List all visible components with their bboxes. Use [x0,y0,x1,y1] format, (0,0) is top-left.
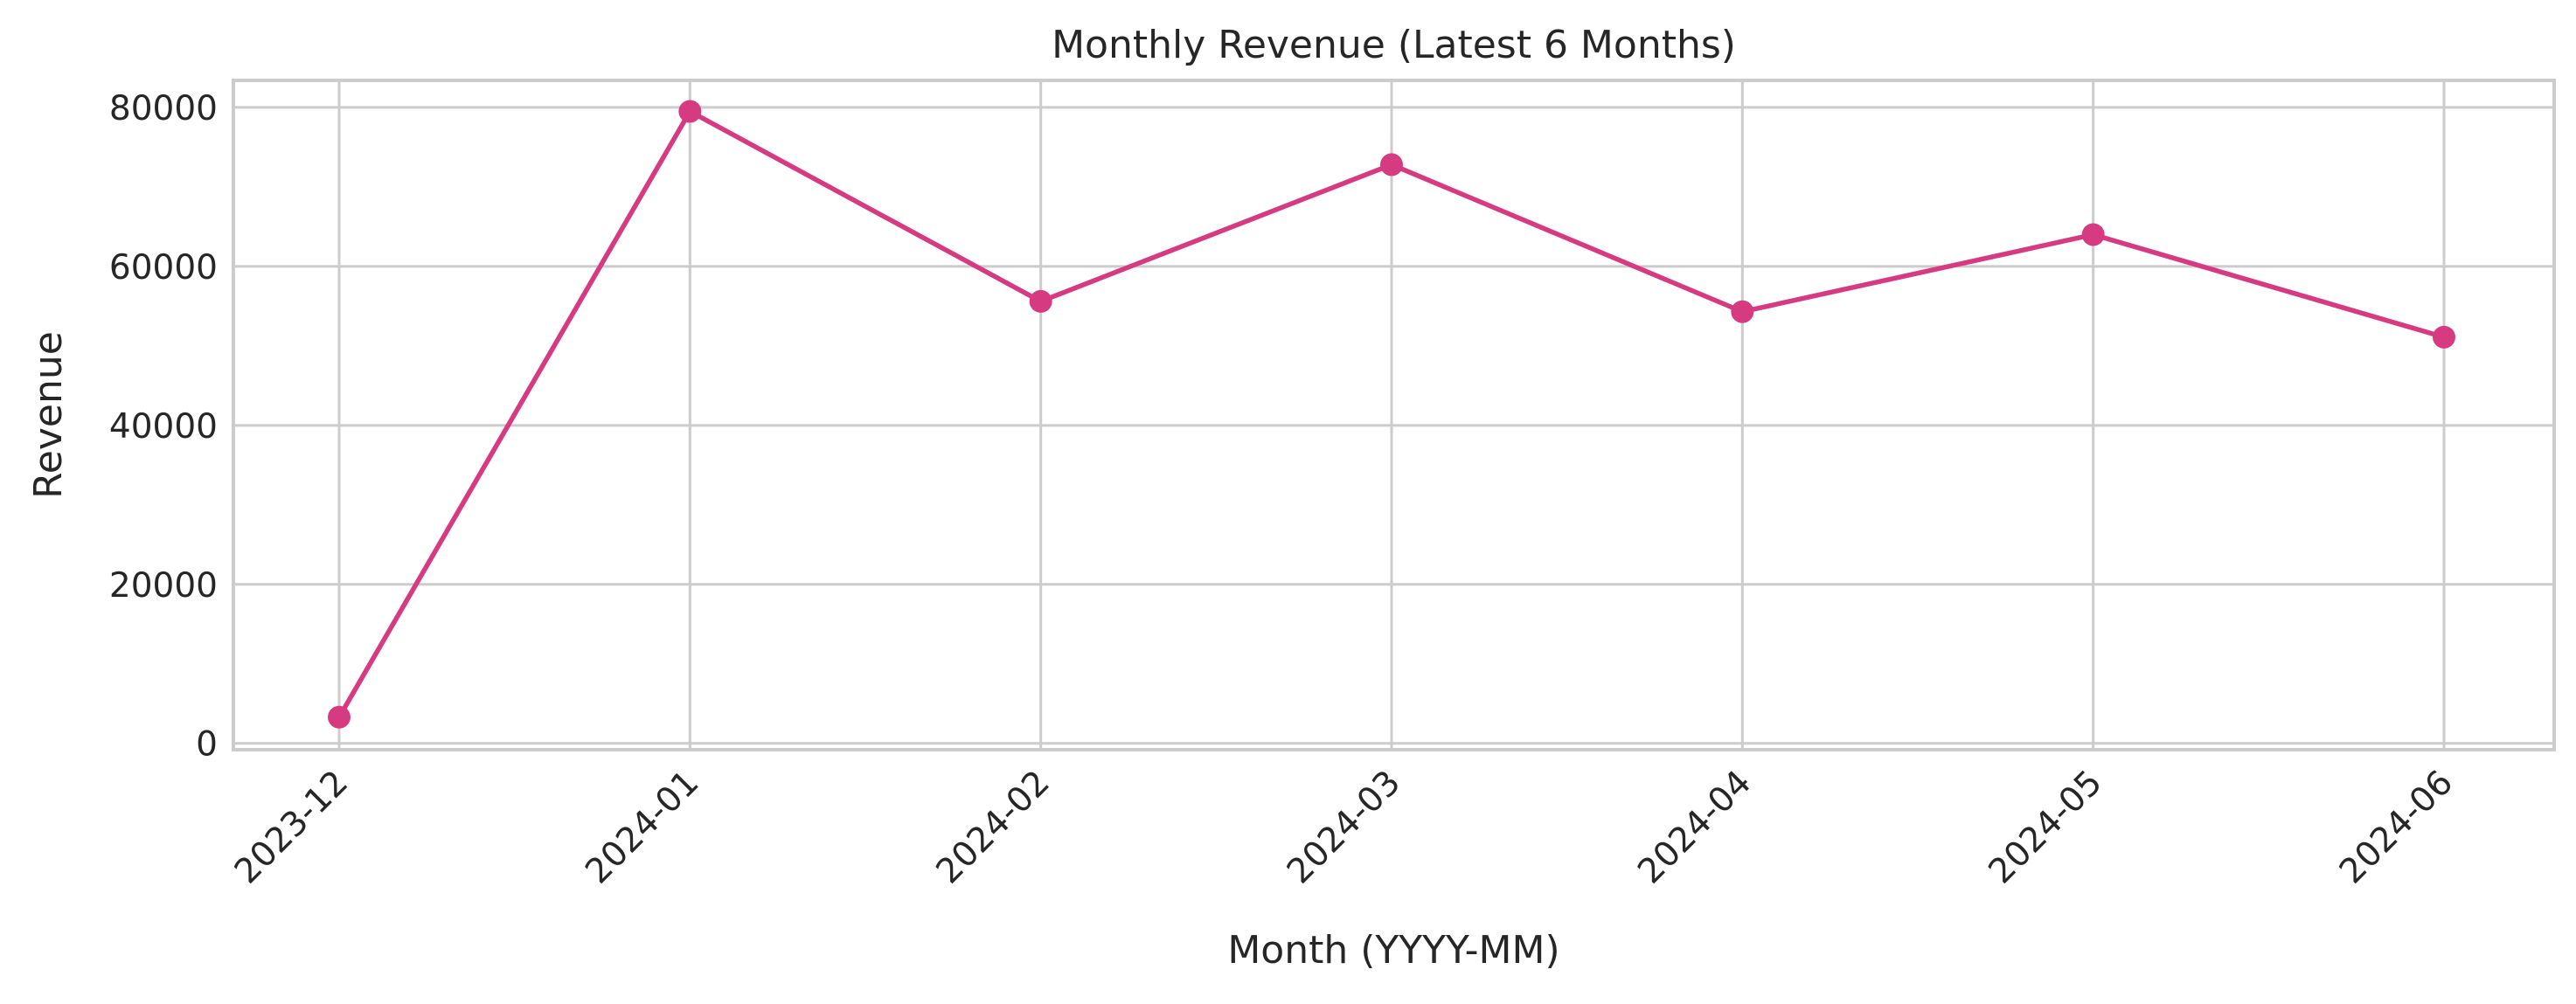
x-tick-label: 2024-05 [1982,763,2110,891]
x-axis-ticks: 2023-12 2024-01 2024-02 2024-03 2024-04 2024-… [227,763,2461,891]
data-point [2433,325,2455,349]
chart-title: Monthly Revenue (Latest 6 Months) [1052,23,1736,67]
y-tick-label: 60000 [109,248,218,287]
y-axis-label: Revenue [26,331,71,499]
grid [233,80,2554,750]
y-tick-label: 40000 [109,407,218,447]
x-axis-label: Month (YYYY-MM) [1227,928,1559,973]
y-axis-ticks: 0 20000 40000 60000 80000 [109,89,218,765]
data-point [2081,223,2105,246]
x-tick-label: 2024-02 [929,763,1058,891]
y-tick-label: 80000 [109,89,218,128]
plot-frame [232,79,2556,751]
data-point [678,100,702,123]
data-point [1380,153,1403,177]
series-layer [328,100,2455,729]
data-point [1029,289,1052,313]
data-point [1731,300,1754,323]
data-point [328,705,351,729]
x-tick-label: 2024-06 [2332,763,2461,891]
y-tick-label: 20000 [109,566,218,606]
x-tick-label: 2024-01 [578,763,706,891]
x-tick-label: 2023-12 [227,763,356,891]
y-tick-label: 0 [196,725,218,765]
x-tick-label: 2024-03 [1280,763,1408,891]
x-tick-label: 2024-04 [1630,763,1759,891]
